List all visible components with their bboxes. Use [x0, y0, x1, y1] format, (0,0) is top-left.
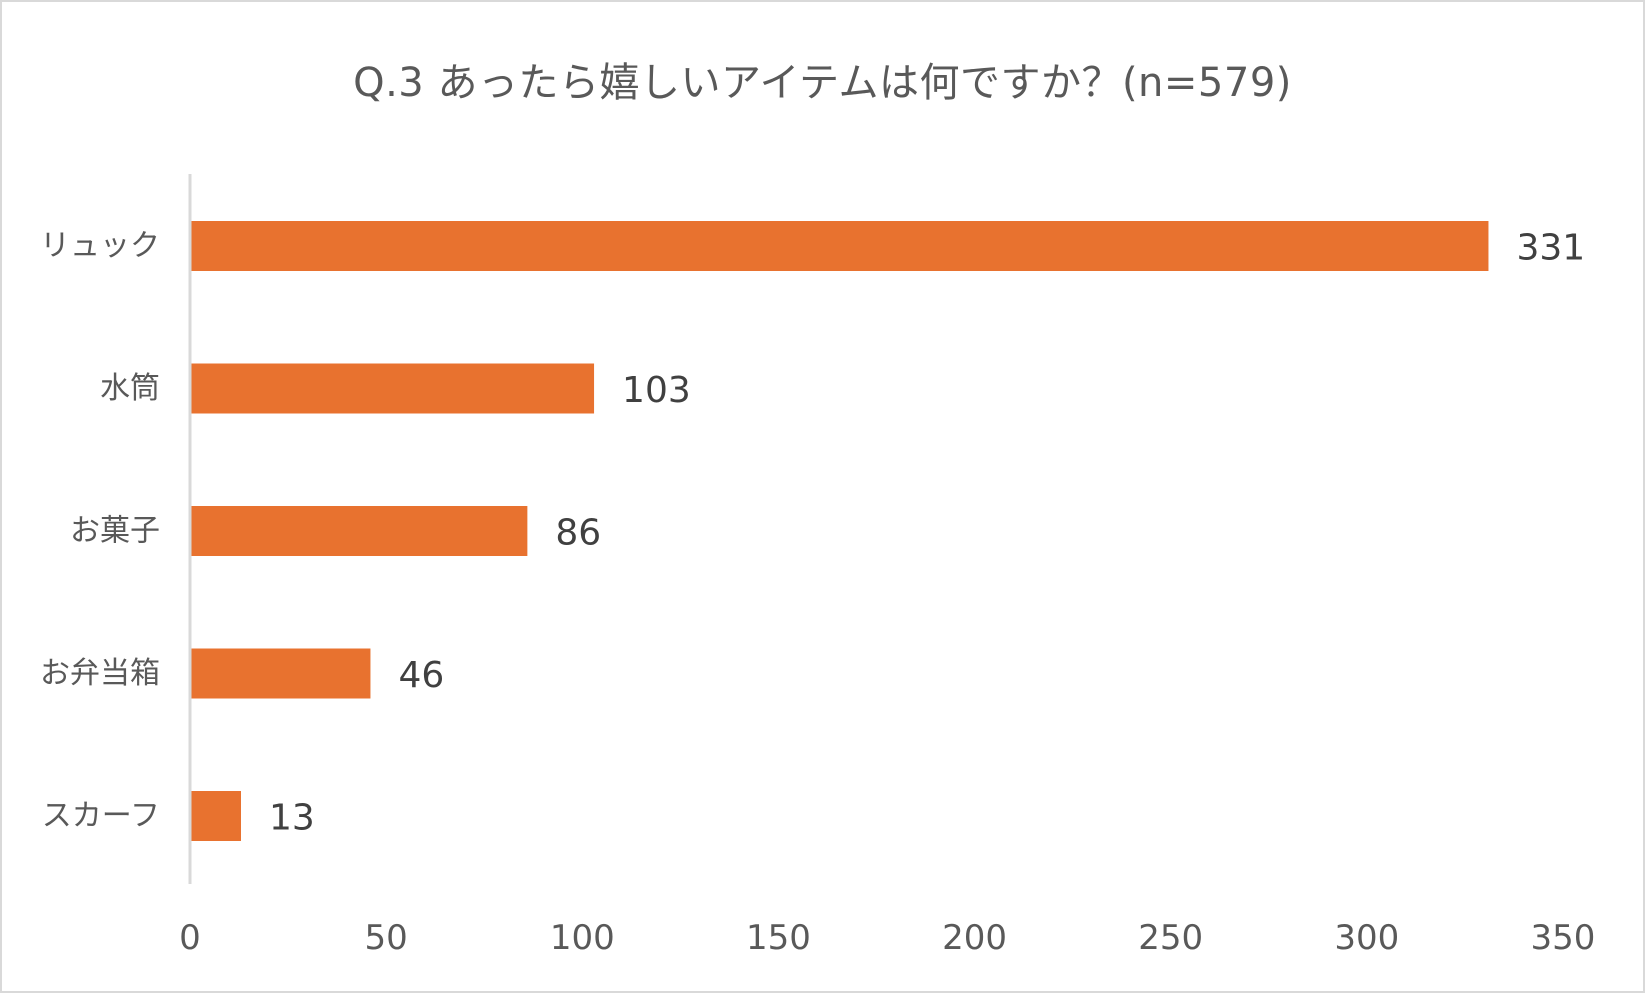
bar-2	[190, 506, 528, 556]
x-tick-label-2: 100	[550, 918, 615, 958]
data-label-0: 331	[1516, 228, 1585, 269]
x-tick-label-5: 250	[1138, 918, 1203, 958]
x-axis-tick-labels: 0 50 100 150 200 250 300 350	[179, 918, 1595, 958]
bar-0	[190, 221, 1489, 271]
data-labels: 331 103 86 46 13	[269, 228, 1585, 839]
category-label-2: お菓子	[70, 514, 160, 549]
data-label-4: 13	[269, 798, 315, 839]
bars-layer	[190, 221, 1489, 841]
x-tick-label-7: 350	[1531, 918, 1596, 958]
category-label-0: リュック	[40, 229, 160, 264]
bar-1	[190, 363, 595, 414]
category-label-1: 水筒	[100, 371, 160, 406]
x-tick-label-4: 200	[942, 918, 1007, 958]
x-tick-label-0: 0	[179, 918, 201, 958]
x-tick-label-6: 300	[1334, 918, 1399, 958]
category-label-3: お弁当箱	[40, 656, 160, 691]
category-label-4: スカーフ	[42, 799, 160, 834]
chart-title: Q.3 あったら嬉しいアイテムは何ですか？(n=579)	[353, 60, 1292, 106]
data-label-2: 86	[555, 513, 601, 554]
data-label-3: 46	[398, 655, 444, 696]
bar-3	[190, 648, 371, 699]
bar-4	[190, 791, 241, 841]
x-tick-label-1: 50	[365, 918, 408, 958]
data-label-1: 103	[622, 370, 691, 411]
x-tick-label-3: 150	[746, 918, 811, 958]
